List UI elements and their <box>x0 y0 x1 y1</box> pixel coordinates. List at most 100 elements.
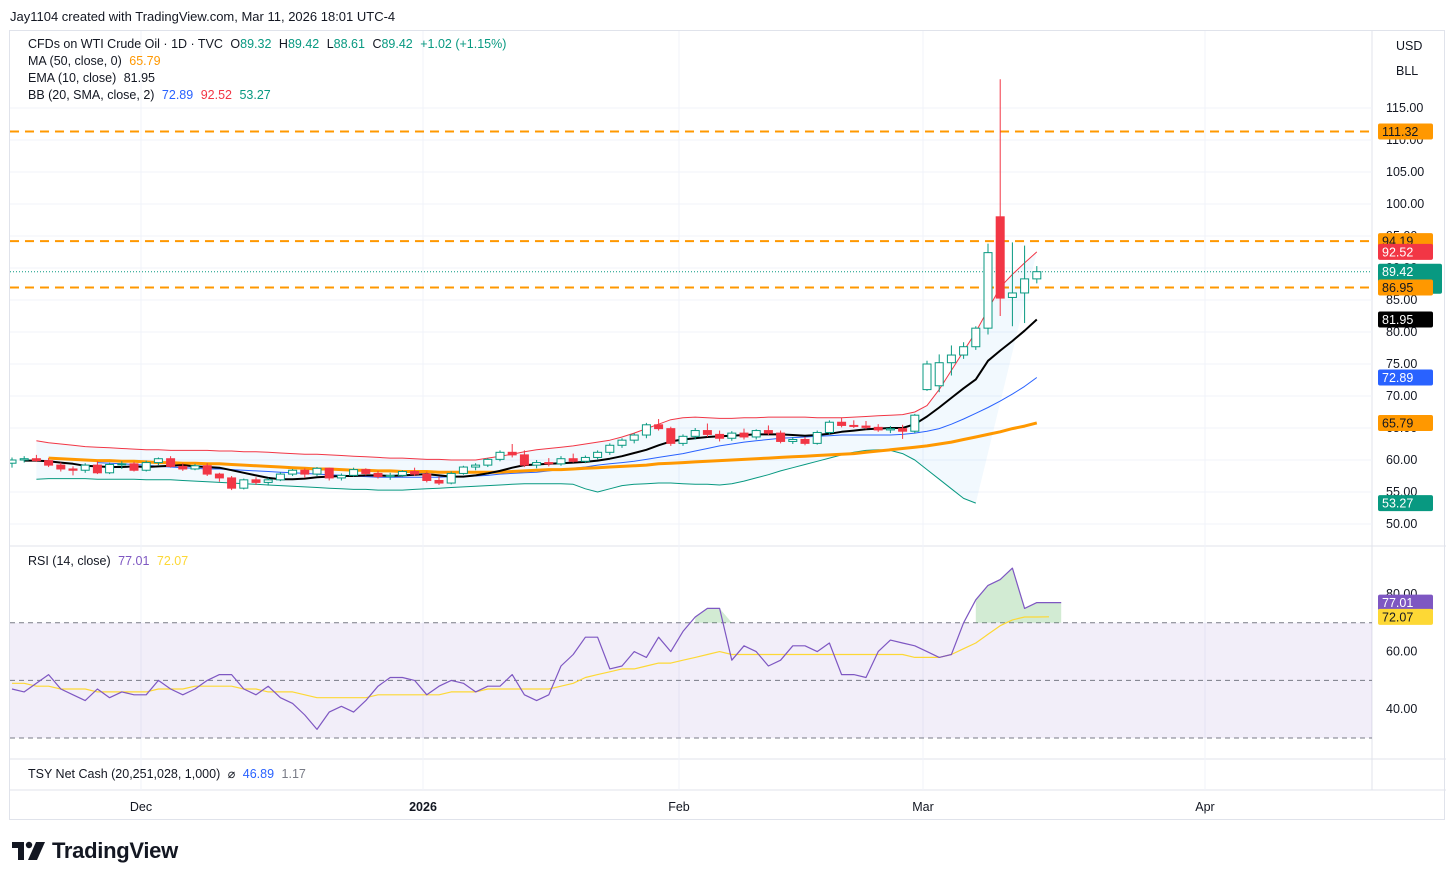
rsi-badge-bg <box>1378 594 1433 611</box>
candle-body <box>946 354 956 364</box>
low-label: L <box>326 37 334 51</box>
last-price-badge: 89.42 <box>1382 265 1413 279</box>
change-value: +1.02 (+1.15%) <box>420 37 507 51</box>
candle-body <box>593 451 603 458</box>
candle-body <box>873 426 883 431</box>
candle-body <box>361 469 371 474</box>
ma-legend[interactable]: MA (50, close, 0) 65.79 <box>28 54 165 68</box>
candle-body <box>483 458 493 466</box>
candle-body <box>605 444 615 453</box>
tsy-legend[interactable]: TSY Net Cash (20,251,028, 1,000) ⌀ 46.89… <box>28 766 310 781</box>
candle-body <box>10 459 17 464</box>
bb-lower-value: 53.27 <box>239 88 271 102</box>
unit-label[interactable]: BLL <box>1396 64 1419 78</box>
candle-body <box>190 465 200 470</box>
time-axis-label: Feb <box>668 800 690 814</box>
candle-body <box>971 327 981 348</box>
candle-body <box>19 458 29 461</box>
bb-basis-badge: 72.89 <box>1382 371 1413 385</box>
level-87-badge: 86.95 <box>1382 281 1413 295</box>
rsi-line <box>11 567 1062 730</box>
candle-body <box>373 472 383 478</box>
ma-label: MA (50, close, 0) <box>28 54 122 68</box>
bollinger-upper-line <box>36 251 1038 461</box>
bb-basis-badge-bg <box>1378 369 1433 386</box>
open-label: O <box>230 37 241 51</box>
candle-body <box>92 464 102 474</box>
candle-body <box>275 473 285 481</box>
candle-body <box>312 467 322 475</box>
time-axis-label: 2026 <box>409 800 437 814</box>
rsi-background-band <box>10 622 1372 738</box>
bb-upper-value: 92.52 <box>200 88 232 102</box>
candle-body <box>202 465 212 475</box>
candle-body <box>153 458 163 464</box>
rsi-legend[interactable]: RSI (14, close) 77.01 72.07 <box>28 554 192 568</box>
price-axis-tick: 75.00 <box>1386 357 1417 371</box>
candle-body <box>824 421 834 433</box>
rsi-ma-badge-bg <box>1378 608 1433 625</box>
rsi-overbought-fill <box>695 568 1062 623</box>
candle-body <box>544 462 554 465</box>
candle-body <box>300 469 310 475</box>
high-label: H <box>278 37 288 51</box>
chart-canvas[interactable]: Dec2026FebMarApr50.0055.0060.0065.0070.0… <box>10 31 1446 821</box>
currency-unit[interactable]: USD <box>1396 39 1423 53</box>
candle-body <box>983 252 993 329</box>
low-value: 88.61 <box>333 37 365 51</box>
price-axis-tick: 60.00 <box>1386 453 1417 467</box>
candle-body <box>739 432 749 438</box>
candle-body <box>471 464 481 468</box>
candle-body <box>727 432 737 439</box>
price-axis-tick: 115.00 <box>1386 101 1423 115</box>
tradingview-logo[interactable]: TradingView <box>12 838 178 864</box>
candle-body <box>763 430 773 434</box>
candle-body <box>129 463 139 471</box>
tsy-symbol: ⌀ <box>227 767 236 781</box>
bb-legend[interactable]: BB (20, SMA, close, 2) 72.89 92.52 53.27 <box>28 88 275 102</box>
ema-value: 81.95 <box>123 71 155 85</box>
candle-body <box>288 469 298 475</box>
rsi-value: 77.01 <box>118 554 150 568</box>
high-value: 89.42 <box>287 37 320 51</box>
candle-body <box>56 464 66 470</box>
ema-badge: 81.95 <box>1382 313 1413 327</box>
ema-legend[interactable]: EMA (10, close) 81.95 <box>28 71 159 85</box>
candle-body <box>434 479 444 484</box>
symbol-name[interactable]: CFDs on WTI Crude Oil · 1D · TVC <box>28 37 223 51</box>
close-value: 89.42 <box>381 37 413 51</box>
candle-body <box>580 456 590 462</box>
price-axis-tick: 70.00 <box>1386 389 1417 403</box>
candle-body <box>141 462 151 471</box>
candle-body <box>239 479 249 489</box>
candle-body <box>800 439 810 444</box>
candle-body <box>898 428 908 432</box>
candle-body <box>446 472 456 484</box>
ma-badge: 65.79 <box>1382 416 1413 430</box>
level-111-badge: 111.32 <box>1382 125 1418 139</box>
candle-body <box>702 430 712 435</box>
bb-upper-badge: 92.52 <box>1382 245 1413 259</box>
candle-body <box>68 468 78 471</box>
candle-body <box>654 424 664 430</box>
candle-body <box>1032 271 1042 280</box>
candle-body <box>922 363 932 391</box>
candle-body <box>885 428 895 431</box>
candle-body <box>995 216 1005 299</box>
attribution-header: Jay1104 created with TradingView.com, Ma… <box>10 9 396 24</box>
rsi-ma-value: 72.07 <box>156 554 189 568</box>
ema-badge-bg <box>1378 311 1433 328</box>
candle-body <box>214 473 224 479</box>
bb-upper-badge-bg <box>1378 243 1433 260</box>
candle-body <box>349 469 359 476</box>
level-111-badge-bg <box>1378 123 1433 140</box>
candle-body <box>910 414 920 432</box>
level-87-badge-bg <box>1378 279 1433 296</box>
price-axis-tick: 100.00 <box>1386 197 1424 211</box>
ma-badge-bg <box>1378 414 1433 431</box>
candle-body <box>458 466 468 474</box>
bollinger-fill <box>36 251 1037 504</box>
candle-body <box>422 473 432 481</box>
time-axis-label: Mar <box>912 800 934 814</box>
candle-body <box>495 451 505 460</box>
